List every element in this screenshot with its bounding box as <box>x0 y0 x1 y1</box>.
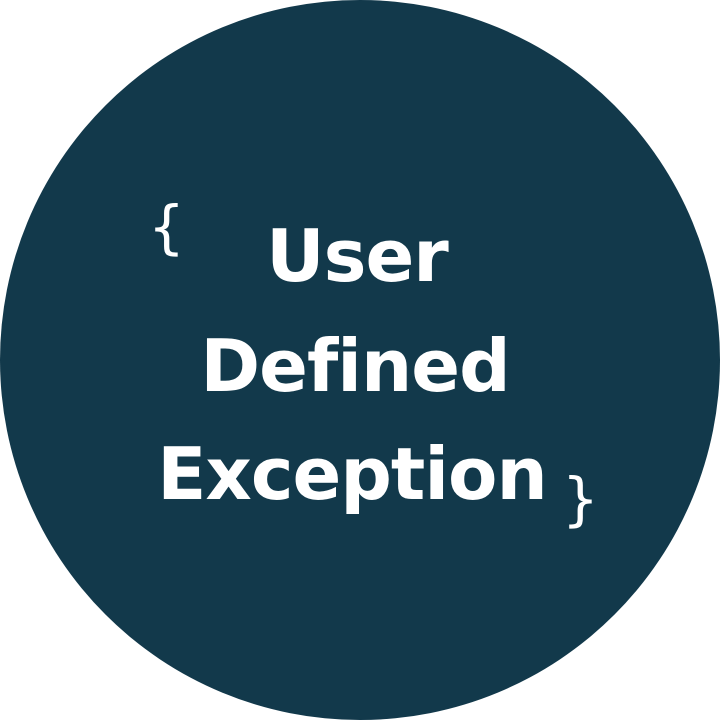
close-brace-icon: } <box>562 465 599 533</box>
title-line-3: Exception <box>157 432 548 516</box>
title-line-1: User <box>266 214 449 298</box>
open-brace-icon: { <box>148 193 185 261</box>
title-line-2: Defined <box>200 324 510 408</box>
